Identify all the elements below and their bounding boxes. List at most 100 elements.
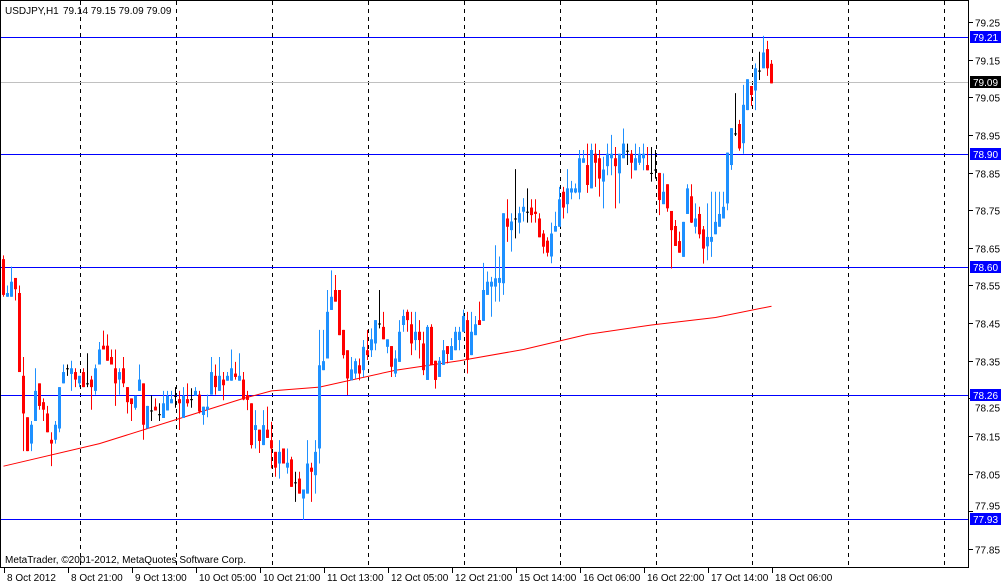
line-price-badge: 78.90 (973, 150, 998, 161)
candle (310, 462, 313, 502)
candle (66, 364, 69, 376)
candle (678, 231, 681, 253)
candle-body (570, 188, 573, 193)
candle (474, 315, 477, 336)
candle (322, 329, 325, 371)
candle-body (338, 289, 341, 336)
candle (358, 358, 361, 381)
candle (390, 346, 393, 377)
candle (694, 203, 697, 234)
bid-price-badge-bg (970, 76, 1001, 88)
candle (602, 156, 605, 209)
candle (438, 356, 441, 377)
candle-body (246, 395, 249, 400)
candle-body (18, 293, 21, 373)
candle (418, 320, 421, 359)
candle (426, 325, 429, 380)
chart-header-ohlc: 79.14 79.15 79.09 79.09 (63, 6, 172, 17)
price-axis[interactable]: 79.25 79.15 79.05 78.95 78.85 78.75 78.65 78.55… (969, 19, 1000, 557)
candle-body (130, 398, 133, 405)
candle (722, 191, 725, 219)
candle (642, 143, 645, 171)
candle-body (602, 169, 605, 182)
candle-body (442, 350, 445, 365)
candle (470, 311, 473, 356)
candle (510, 213, 513, 252)
candle-body (266, 429, 269, 438)
candle-body (714, 221, 717, 235)
candle (2, 255, 5, 297)
candle-body (490, 281, 493, 287)
candle-body (618, 153, 621, 174)
candle-body (622, 143, 625, 159)
candle (638, 146, 641, 166)
candle-body (170, 399, 173, 404)
candle-body (446, 346, 449, 354)
candle-body (302, 489, 305, 499)
candle (182, 387, 185, 418)
candle-body (566, 188, 569, 205)
candle-body (250, 403, 253, 446)
time-tick-label: 15 Oct 14:00 (519, 573, 577, 584)
candle-body (90, 379, 93, 388)
candle-body (238, 375, 241, 381)
candle-body (374, 320, 377, 344)
candle (570, 180, 573, 200)
candle (690, 184, 693, 223)
price-tick-label: 78.75 (975, 207, 1000, 218)
candle-body (378, 323, 381, 325)
candle-body (362, 346, 365, 371)
copyright-text: MetaTrader, ©2001-2012, MetaQuotes Softw… (5, 555, 246, 566)
candle-body (134, 395, 137, 408)
candle-body (74, 372, 77, 380)
candle (606, 143, 609, 176)
price-tick-label: 78.45 (975, 320, 1000, 331)
candle-body (654, 169, 657, 171)
candle-body (306, 463, 309, 494)
candle (518, 206, 521, 234)
time-tick-label: 18 Oct 06:00 (775, 573, 833, 584)
candle-body (10, 281, 13, 297)
candle (710, 191, 713, 257)
candle-body (258, 429, 261, 441)
candle-body (162, 403, 165, 418)
candle-body (150, 410, 153, 412)
candle-body (102, 345, 105, 350)
candle-body (118, 372, 121, 380)
candle-body (350, 369, 353, 381)
candle-body (438, 360, 441, 377)
candle (634, 143, 637, 171)
candle-body (178, 399, 181, 404)
line-price-badge-bg (970, 389, 1001, 401)
candle (742, 84, 745, 154)
candle-body (110, 356, 113, 365)
line-price-badge: 77.93 (973, 515, 998, 526)
candle (654, 149, 657, 179)
candle (150, 395, 153, 421)
candle-body (582, 158, 585, 163)
time-tick-label: 12 Oct 21:00 (455, 573, 513, 584)
candles (2, 35, 773, 520)
candle (286, 448, 289, 474)
candle-body (6, 293, 9, 297)
candle (670, 210, 673, 269)
line-price-badge-bg (970, 148, 1001, 160)
candle (422, 331, 425, 376)
candle-body (242, 379, 245, 400)
candle-body (722, 206, 725, 219)
candle (338, 289, 341, 336)
candle-body (630, 153, 633, 163)
candle (342, 329, 345, 359)
candle (594, 143, 597, 187)
candle-body (462, 315, 465, 332)
time-axis[interactable]: 8 Oct 2012 8 Oct 21:00 9 Oct 13:00 10 Oct 0… (4, 568, 833, 584)
candle (30, 420, 33, 452)
candle (406, 309, 409, 332)
candle-body (670, 210, 673, 231)
candle (486, 271, 489, 295)
line-price-badge-bg (970, 513, 1001, 525)
candle-body (770, 63, 773, 84)
candle-body (726, 152, 729, 204)
candle (698, 206, 701, 239)
